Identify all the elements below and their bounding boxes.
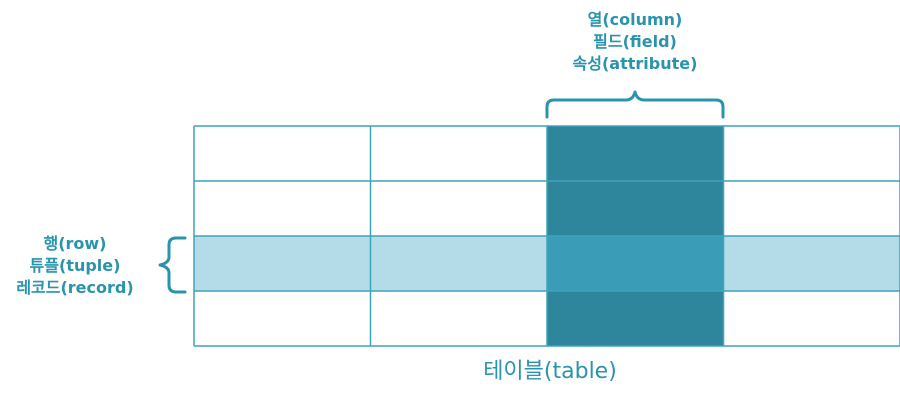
tuple-label: 튜플(tuple) <box>29 256 121 275</box>
table-cell <box>723 126 900 181</box>
attribute-label: 속성(attribute) <box>572 54 698 73</box>
highlighted-column-cell <box>547 291 724 346</box>
table-cell <box>723 181 900 236</box>
table-cell <box>370 181 547 236</box>
highlighted-row-cell <box>370 236 547 291</box>
table-cells <box>194 126 900 346</box>
intersection-cell <box>547 236 724 291</box>
highlighted-row-cell <box>723 236 900 291</box>
table-gridlines <box>193 125 900 347</box>
highlighted-column-cell <box>547 181 724 236</box>
table-cell <box>194 126 371 181</box>
table-label: 테이블(table) <box>483 359 617 384</box>
table-cell <box>194 181 371 236</box>
highlighted-row-cell <box>194 236 371 291</box>
row-brace <box>158 236 187 294</box>
row-label: 행(row) <box>43 234 107 253</box>
table-cell <box>370 291 547 346</box>
column-label: 열(column) <box>587 10 683 29</box>
highlighted-column-cell <box>547 126 724 181</box>
record-label: 레코드(record) <box>16 278 134 297</box>
table-cell <box>194 291 371 346</box>
table-cell <box>370 126 547 181</box>
field-label: 필드(field) <box>593 32 677 51</box>
table-cell <box>723 291 900 346</box>
column-brace <box>545 90 725 119</box>
